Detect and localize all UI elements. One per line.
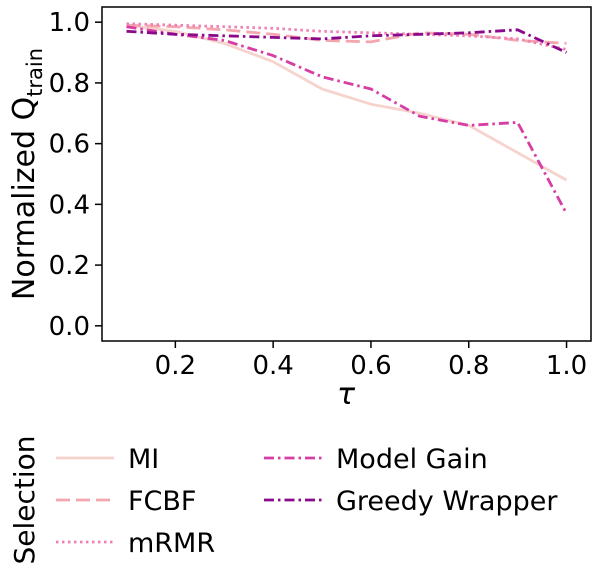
x-tick-label: 0.6 xyxy=(350,351,391,381)
legend: MI FCBF mRMR Model Gain Greedy Wrapper xyxy=(56,444,558,559)
y-tick-label: 0.4 xyxy=(49,190,90,220)
legend-label-greedy-wrapper: Greedy Wrapper xyxy=(336,486,558,517)
x-tick-label: 0.4 xyxy=(252,351,293,381)
legend-label-mi: MI xyxy=(128,444,159,475)
series-line-mi xyxy=(126,23,568,182)
x-axis-label: τ xyxy=(337,377,356,412)
series-line-model-gain xyxy=(126,25,568,215)
plot-frame xyxy=(101,6,592,342)
series-line-greedy-wrapper xyxy=(126,28,568,54)
legend-label-model-gain: Model Gain xyxy=(336,444,488,475)
x-axis-ticks: 0.2 0.4 0.6 0.8 1.0 xyxy=(155,341,587,381)
legend-title: Selection xyxy=(8,435,41,564)
y-tick-label: 0.8 xyxy=(49,69,90,99)
y-tick-label: 0.0 xyxy=(49,312,90,342)
y-tick-label: 0.6 xyxy=(49,130,90,160)
x-tick-label: 0.2 xyxy=(155,351,196,381)
legend-label-fcbf: FCBF xyxy=(128,486,196,517)
y-axis-label-sub: train xyxy=(23,48,47,97)
y-axis-ticks: 0.0 0.2 0.4 0.6 0.8 1.0 xyxy=(49,8,102,342)
plot-lines xyxy=(126,22,568,215)
y-axis-label-main: Normalized Q xyxy=(7,97,42,300)
y-tick-label: 0.2 xyxy=(49,251,90,281)
x-tick-label: 0.8 xyxy=(448,351,489,381)
series-line-mrmr xyxy=(126,22,567,51)
legend-label-mrmr: mRMR xyxy=(128,528,215,559)
y-tick-label: 1.0 xyxy=(49,8,90,38)
y-axis-label: Normalized Qtrain xyxy=(7,48,47,300)
x-tick-label: 1.0 xyxy=(546,351,587,381)
